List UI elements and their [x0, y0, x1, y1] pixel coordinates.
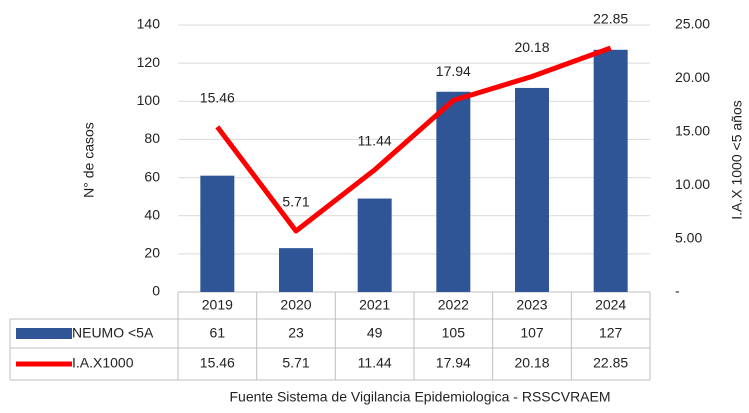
x-tick-label: 2021 — [359, 297, 390, 313]
y-tick-label: 20 — [144, 245, 160, 261]
table-cell: 107 — [520, 325, 544, 341]
y2-tick-label: 20.00 — [675, 69, 710, 85]
data-label: 11.44 — [358, 133, 392, 149]
bar — [279, 248, 313, 292]
table-cell: 17.94 — [436, 355, 471, 371]
y-tick-label: 40 — [144, 206, 160, 222]
y-tick-label: 60 — [144, 168, 160, 184]
table-cell: 20.18 — [514, 355, 549, 371]
legend-label: I.A.X1000 — [72, 355, 134, 371]
table-cell: 127 — [599, 325, 623, 341]
data-label: 15.46 — [200, 90, 235, 106]
source-note: Fuente Sistema de Vigilancia Epidemiolog… — [229, 389, 610, 405]
table-cell: 11.44 — [358, 355, 392, 371]
x-tick-label: 2023 — [516, 297, 547, 313]
data-label: 22.85 — [593, 11, 628, 27]
y2-tick-label: 10.00 — [675, 176, 710, 192]
data-label: 20.18 — [514, 39, 549, 55]
y-tick-label: 100 — [137, 92, 161, 108]
y2-tick-label: 5.00 — [675, 229, 702, 245]
y2-axis-label: I.A.X 1000 <5 años — [729, 100, 745, 219]
table-cell: 5.71 — [282, 355, 309, 371]
x-tick-label: 2022 — [438, 297, 469, 313]
x-tick-label: 2020 — [280, 297, 311, 313]
legend-swatch — [16, 328, 72, 339]
table-cell: 23 — [288, 325, 304, 341]
y2-tick-label: - — [675, 283, 680, 299]
y-tick-label: 0 — [152, 283, 160, 299]
bar — [436, 91, 471, 292]
table-cell: 15.46 — [200, 355, 235, 371]
x-tick-label: 2024 — [595, 297, 626, 313]
y-tick-label: 80 — [144, 130, 160, 146]
line — [215, 45, 612, 234]
table-cell: 105 — [442, 325, 466, 341]
bar — [515, 87, 549, 292]
y-axis-label: N° de casos — [81, 122, 97, 198]
legend-label: NEUMO <5A — [72, 325, 154, 341]
bar — [357, 198, 392, 292]
table-cell: 22.85 — [593, 355, 628, 371]
data-label: 5.71 — [282, 194, 309, 210]
bar — [200, 175, 235, 292]
data-label: 17.94 — [436, 63, 471, 79]
y2-tick-label: 25.00 — [675, 16, 710, 32]
y-tick-label: 140 — [137, 16, 161, 32]
bar — [593, 49, 628, 292]
x-tick-label: 2019 — [202, 297, 233, 313]
y2-tick-label: 15.00 — [675, 123, 710, 139]
table-cell: 61 — [210, 325, 226, 341]
y-tick-label: 120 — [137, 54, 161, 70]
table-cell: 49 — [367, 325, 383, 341]
